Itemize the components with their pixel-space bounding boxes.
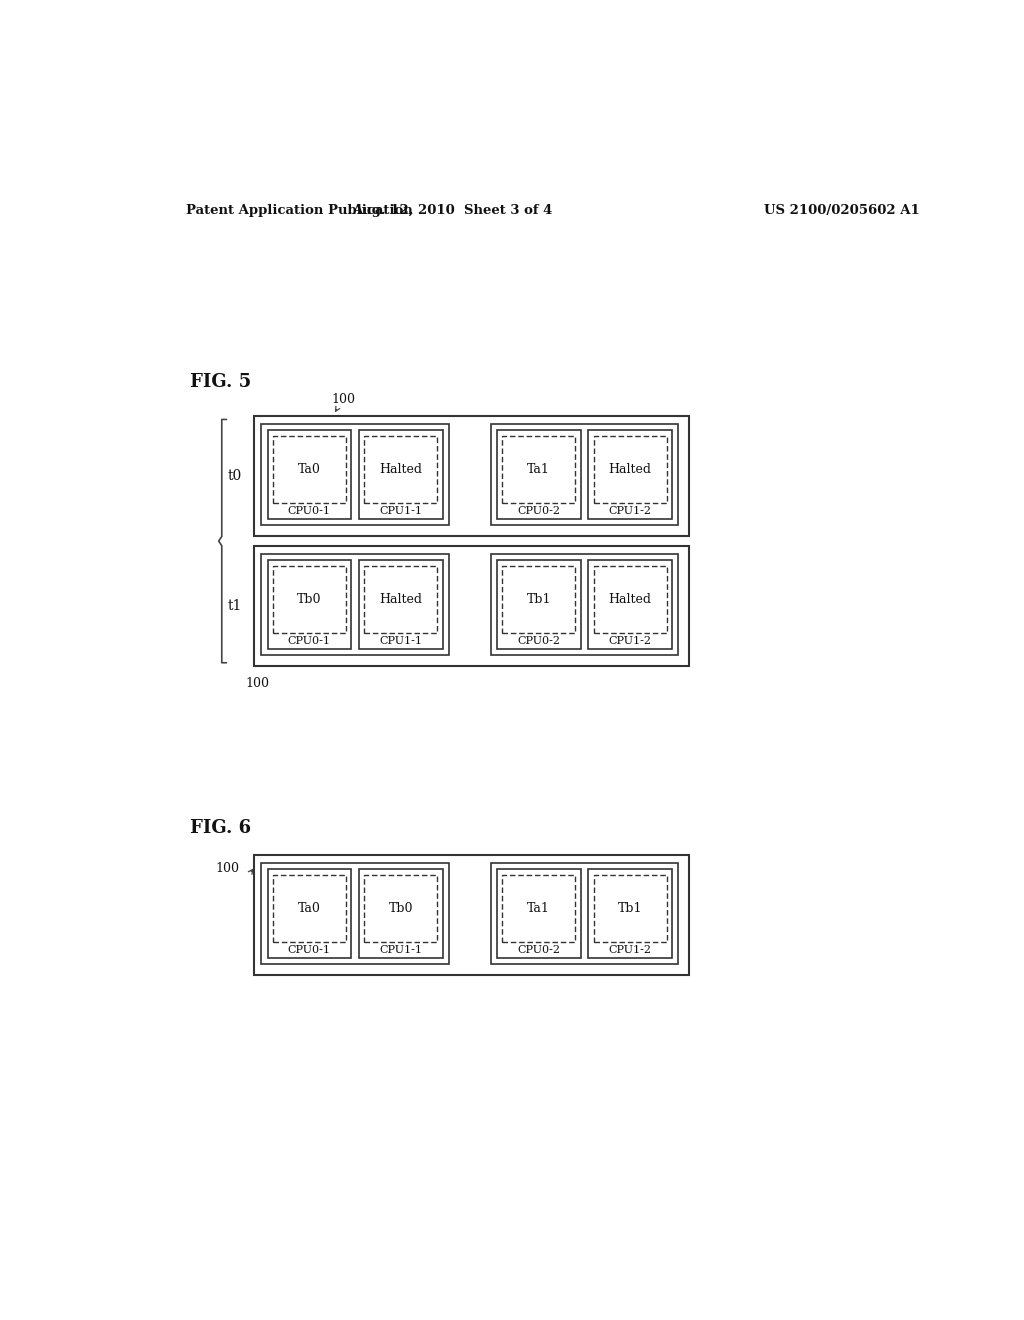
Text: CPU1-1: CPU1-1 bbox=[379, 506, 422, 516]
Text: CPU1-2: CPU1-2 bbox=[608, 636, 651, 647]
Text: 100: 100 bbox=[216, 862, 240, 875]
Text: CPU1-2: CPU1-2 bbox=[608, 506, 651, 516]
Bar bbox=[254, 855, 689, 974]
Text: Tb1: Tb1 bbox=[526, 593, 551, 606]
Text: Ta0: Ta0 bbox=[298, 902, 321, 915]
Bar bbox=[497, 561, 581, 649]
Text: Ta1: Ta1 bbox=[527, 902, 550, 915]
Bar bbox=[594, 566, 667, 634]
Bar bbox=[365, 875, 437, 942]
Text: CPU0-2: CPU0-2 bbox=[517, 636, 560, 647]
Bar bbox=[589, 561, 672, 649]
Bar bbox=[273, 566, 346, 634]
Text: Halted: Halted bbox=[608, 593, 651, 606]
Text: Ta1: Ta1 bbox=[527, 463, 550, 477]
Bar bbox=[503, 436, 575, 503]
Bar bbox=[267, 869, 351, 958]
Text: Halted: Halted bbox=[608, 463, 651, 477]
Text: Tb0: Tb0 bbox=[388, 902, 413, 915]
Bar bbox=[254, 416, 689, 536]
Text: CPU0-1: CPU0-1 bbox=[288, 945, 331, 954]
Bar bbox=[594, 436, 667, 503]
Text: 100: 100 bbox=[332, 393, 355, 407]
Text: t0: t0 bbox=[227, 469, 242, 483]
Bar bbox=[497, 430, 581, 519]
Bar bbox=[490, 424, 678, 525]
Text: Patent Application Publication: Patent Application Publication bbox=[186, 205, 413, 218]
Bar bbox=[273, 875, 346, 942]
Bar bbox=[365, 566, 437, 634]
Bar bbox=[261, 863, 449, 964]
Text: Tb0: Tb0 bbox=[297, 593, 322, 606]
Text: Halted: Halted bbox=[379, 463, 422, 477]
Text: t1: t1 bbox=[227, 599, 242, 614]
Bar bbox=[359, 869, 442, 958]
Bar bbox=[267, 561, 351, 649]
Text: CPU0-1: CPU0-1 bbox=[288, 636, 331, 647]
Text: Tb1: Tb1 bbox=[617, 902, 642, 915]
Text: CPU1-1: CPU1-1 bbox=[379, 636, 422, 647]
Bar bbox=[490, 863, 678, 964]
Bar bbox=[261, 554, 449, 655]
Text: Halted: Halted bbox=[379, 593, 422, 606]
Bar bbox=[359, 430, 442, 519]
Text: CPU1-1: CPU1-1 bbox=[379, 945, 422, 954]
Bar bbox=[267, 430, 351, 519]
Text: CPU0-1: CPU0-1 bbox=[288, 506, 331, 516]
Bar bbox=[503, 566, 575, 634]
Text: FIG. 6: FIG. 6 bbox=[190, 820, 251, 837]
Bar bbox=[589, 430, 672, 519]
Text: CPU1-2: CPU1-2 bbox=[608, 945, 651, 954]
Text: US 2100/0205602 A1: US 2100/0205602 A1 bbox=[764, 205, 920, 218]
Bar bbox=[359, 561, 442, 649]
Bar bbox=[490, 554, 678, 655]
Text: Aug. 12, 2010  Sheet 3 of 4: Aug. 12, 2010 Sheet 3 of 4 bbox=[352, 205, 552, 218]
Bar bbox=[365, 436, 437, 503]
Bar bbox=[503, 875, 575, 942]
Text: CPU0-2: CPU0-2 bbox=[517, 945, 560, 954]
Text: Ta0: Ta0 bbox=[298, 463, 321, 477]
Text: FIG. 5: FIG. 5 bbox=[190, 372, 251, 391]
Bar bbox=[254, 546, 689, 665]
Bar bbox=[497, 869, 581, 958]
Text: 100: 100 bbox=[246, 677, 269, 690]
Bar bbox=[261, 424, 449, 525]
Bar bbox=[589, 869, 672, 958]
Text: CPU0-2: CPU0-2 bbox=[517, 506, 560, 516]
Bar bbox=[594, 875, 667, 942]
Bar bbox=[273, 436, 346, 503]
